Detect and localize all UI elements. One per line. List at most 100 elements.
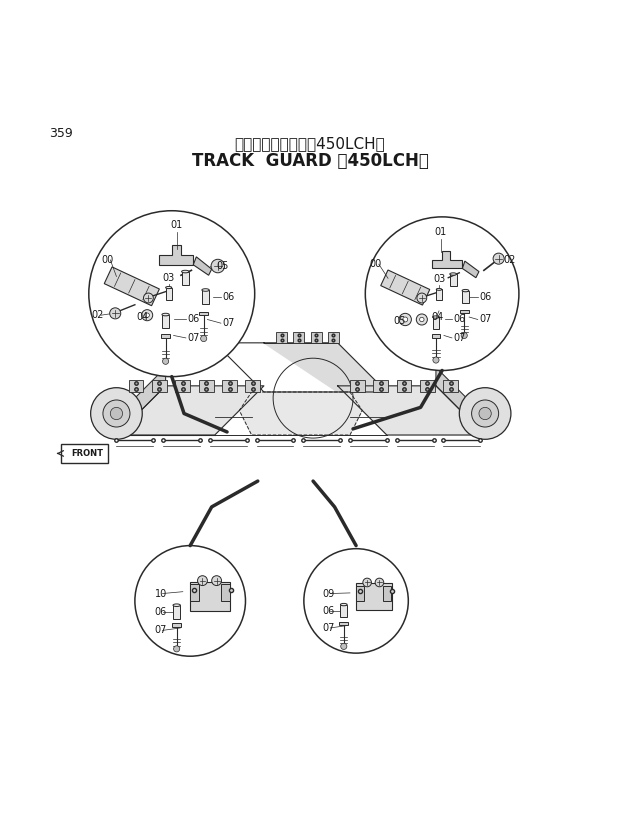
Polygon shape [161,334,170,338]
Bar [199,380,213,392]
Text: 03: 03 [433,274,445,284]
Bar [202,290,209,304]
Bar [436,289,442,300]
Bar [340,605,347,617]
Bar [221,584,230,601]
Bar [373,380,388,392]
Text: 01: 01 [170,221,183,231]
Ellipse shape [433,316,440,318]
Circle shape [459,388,511,439]
Text: 07: 07 [479,314,491,324]
Circle shape [91,388,142,439]
Circle shape [461,332,467,338]
Circle shape [103,400,130,427]
Circle shape [211,260,224,273]
Circle shape [479,408,491,419]
Text: 02: 02 [92,310,104,320]
Text: 10: 10 [154,589,167,599]
Polygon shape [432,334,440,338]
Circle shape [110,408,123,419]
Text: 06: 06 [322,605,335,616]
Polygon shape [381,270,430,305]
Bar [293,332,304,343]
Bar [182,271,189,285]
Polygon shape [117,386,264,435]
Circle shape [433,357,439,363]
Bar [152,380,167,392]
Circle shape [174,646,180,652]
Polygon shape [104,267,159,306]
Circle shape [403,317,408,322]
Circle shape [162,358,169,365]
Text: 06: 06 [222,292,234,302]
Circle shape [375,578,384,587]
Circle shape [110,308,121,319]
Ellipse shape [450,273,456,275]
Circle shape [363,578,371,587]
Bar [190,582,230,611]
Polygon shape [193,257,211,275]
Text: 07: 07 [453,333,466,343]
Circle shape [201,336,207,342]
Text: 05: 05 [216,261,229,271]
Text: トラックガード　（450LCH）: トラックガード （450LCH） [234,136,386,151]
Bar [383,586,391,601]
Circle shape [365,217,519,370]
Ellipse shape [340,604,347,605]
Text: 03: 03 [162,273,175,283]
Polygon shape [159,245,193,265]
Ellipse shape [462,289,469,292]
Bar [443,380,458,392]
Bar [246,380,260,392]
Polygon shape [264,343,387,392]
Bar [162,314,169,328]
Text: 07: 07 [222,318,234,328]
Polygon shape [340,622,348,625]
Ellipse shape [202,289,209,291]
Polygon shape [200,312,208,315]
Polygon shape [463,261,479,278]
Text: 04: 04 [431,312,443,322]
Text: 06: 06 [453,314,466,324]
Circle shape [198,576,207,586]
Bar [276,332,287,343]
Polygon shape [436,367,485,435]
Text: 00: 00 [101,255,113,265]
Bar [311,332,322,343]
Text: 02: 02 [503,255,516,265]
Bar [350,380,365,392]
Circle shape [143,293,153,303]
Bar [175,380,190,392]
Circle shape [304,548,409,653]
Bar [129,380,143,392]
Circle shape [341,643,347,649]
Bar [356,586,364,601]
Bar [166,288,172,300]
Polygon shape [338,386,485,435]
Circle shape [141,309,153,321]
Bar [433,317,440,329]
Ellipse shape [173,604,180,606]
Polygon shape [239,392,362,435]
Bar [222,380,237,392]
Circle shape [89,211,255,376]
Text: 06: 06 [479,292,491,302]
Ellipse shape [436,289,442,290]
Circle shape [145,313,149,318]
Bar [328,332,339,343]
Bar [420,380,435,392]
Ellipse shape [182,270,189,273]
Circle shape [211,576,221,586]
Text: 06: 06 [187,314,200,324]
FancyBboxPatch shape [61,444,108,462]
Text: TRACK  GUARD 〈450LCH〉: TRACK GUARD 〈450LCH〉 [192,151,428,170]
Text: 01: 01 [435,227,447,237]
Circle shape [493,253,504,264]
Circle shape [417,293,427,303]
Text: 00: 00 [370,259,382,270]
Circle shape [399,313,412,326]
Text: 06: 06 [154,607,167,617]
Text: 09: 09 [322,589,335,599]
Circle shape [420,318,424,322]
Bar [462,290,469,303]
